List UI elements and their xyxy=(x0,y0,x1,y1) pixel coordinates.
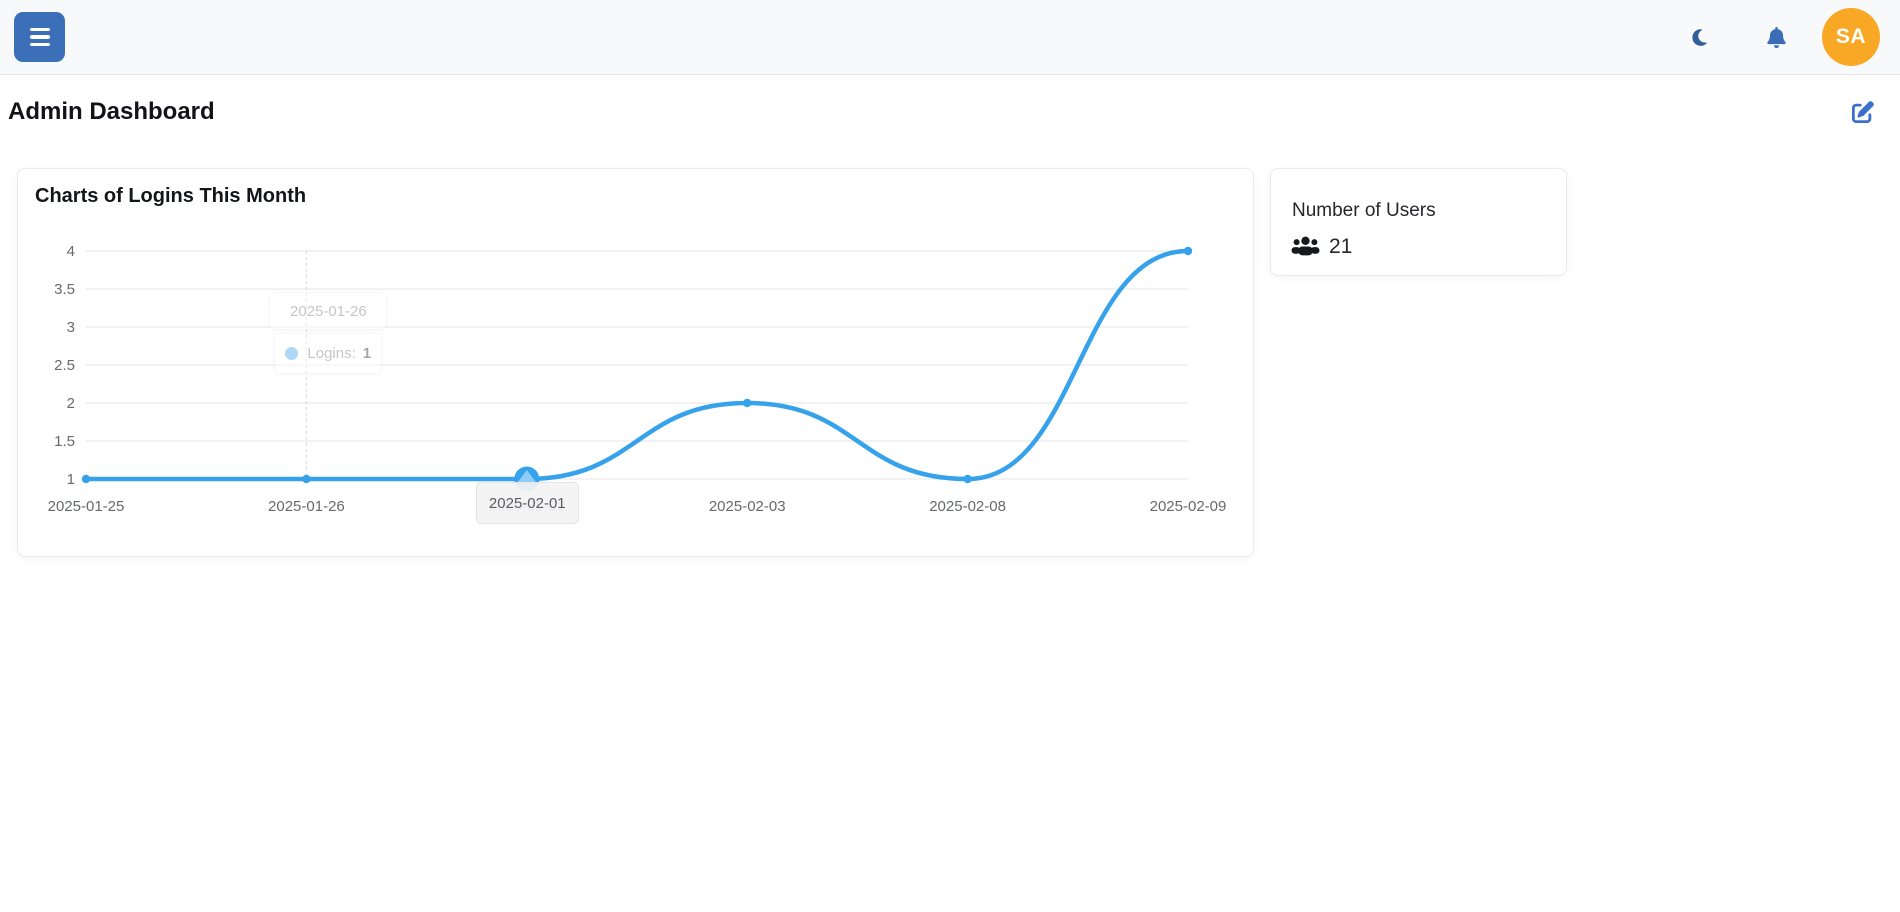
page-header: Admin Dashboard xyxy=(0,75,1900,126)
moon-icon xyxy=(1692,28,1707,46)
bell-icon xyxy=(1767,26,1786,48)
svg-text:2025-02-03: 2025-02-03 xyxy=(709,498,786,515)
dark-mode-toggle-button[interactable] xyxy=(1690,28,1709,47)
users-icon xyxy=(1291,236,1320,256)
logins-chart-card: Charts of Logins This Month 1 1.5 2 2.5 3 3.5… xyxy=(17,168,1254,557)
logins-line-chart[interactable]: 1 1.5 2 2.5 3 3.5 4 2025-01-25 2025-01-26 2025-02… xyxy=(18,169,1255,558)
svg-text:2025-02-01: 2025-02-01 xyxy=(488,498,565,515)
svg-text:2025-01-26: 2025-01-26 xyxy=(268,498,345,515)
svg-text:4: 4 xyxy=(67,243,75,260)
user-avatar[interactable]: SA xyxy=(1822,8,1880,66)
edit-dashboard-button[interactable] xyxy=(1852,101,1874,123)
svg-text:2025-01-25: 2025-01-25 xyxy=(48,498,125,515)
dashboard-content: Charts of Logins This Month 1 1.5 2 2.5 3 3.5… xyxy=(0,126,1900,557)
number-of-users-card: Number of Users 21 xyxy=(1270,168,1567,276)
page-title: Admin Dashboard xyxy=(8,98,215,125)
chart-title: Charts of Logins This Month xyxy=(35,185,307,207)
users-count-row: 21 xyxy=(1291,235,1546,259)
menu-button[interactable] xyxy=(14,12,65,62)
svg-text:1.5: 1.5 xyxy=(54,433,75,450)
users-count: 21 xyxy=(1329,235,1353,258)
svg-text:2: 2 xyxy=(67,395,75,412)
pen-to-square-icon xyxy=(1852,101,1874,123)
notifications-button[interactable] xyxy=(1766,26,1787,48)
svg-text:2.5: 2.5 xyxy=(54,357,75,374)
avatar-initials: SA xyxy=(1835,25,1867,48)
users-card-title: Number of Users xyxy=(1292,200,1436,221)
svg-text:2025-02-08: 2025-02-08 xyxy=(929,498,1006,515)
navbar-actions: SA xyxy=(1690,8,1880,66)
top-navbar: SA xyxy=(0,0,1900,75)
svg-text:2025-02-09: 2025-02-09 xyxy=(1150,498,1227,515)
svg-text:3.5: 3.5 xyxy=(54,281,75,298)
svg-text:3: 3 xyxy=(67,319,75,336)
svg-text:1: 1 xyxy=(67,471,75,488)
